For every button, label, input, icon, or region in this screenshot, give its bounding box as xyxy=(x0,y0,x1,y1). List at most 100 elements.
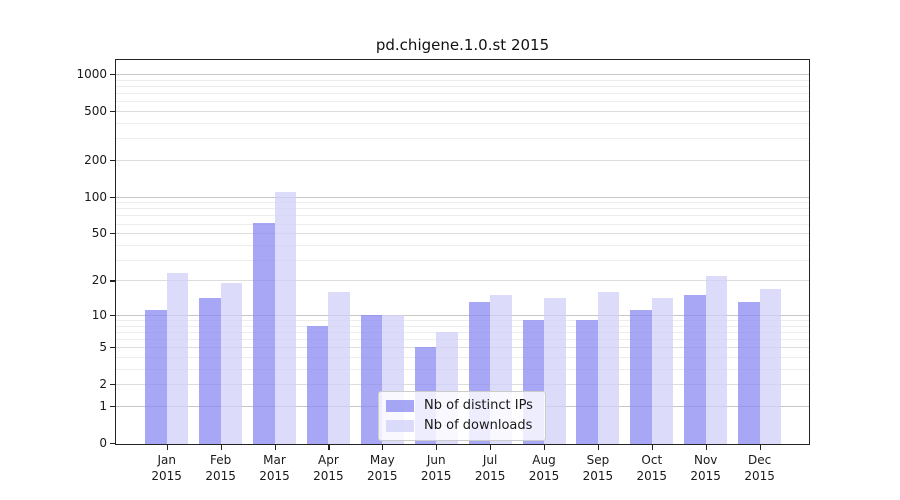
bar-downloads-sep xyxy=(597,291,620,445)
gridline-400 xyxy=(115,122,810,124)
plot-area: Nb of distinct IPs Nb of downloads xyxy=(115,59,810,445)
gridline-30 xyxy=(115,259,810,261)
bars-layer xyxy=(115,59,810,445)
x-tick-label-jan: Jan 2015 xyxy=(151,453,182,483)
gridline-900 xyxy=(115,79,810,81)
bar-distinct-ips-mar xyxy=(253,222,275,445)
gridline-100 xyxy=(115,196,810,198)
y-tick-20 xyxy=(110,280,115,282)
bar-downloads-feb xyxy=(220,283,243,445)
x-tick-aug xyxy=(544,445,546,450)
gridline-5 xyxy=(115,347,810,349)
gridline-2 xyxy=(115,384,810,386)
x-tick-oct xyxy=(651,445,653,450)
y-tick-2 xyxy=(110,384,115,386)
bar-distinct-ips-apr xyxy=(306,325,329,445)
y-tick-50 xyxy=(110,233,115,235)
gridline-10 xyxy=(115,315,810,316)
legend-label-distinct-ips: Nb of distinct IPs xyxy=(424,398,533,413)
gridline-1000 xyxy=(115,74,810,76)
bar-downloads-nov xyxy=(705,275,728,445)
grid-layer xyxy=(115,59,810,445)
bar-downloads-oct xyxy=(651,298,674,445)
gridline-300 xyxy=(115,138,810,140)
x-tick-label-sep: Sep 2015 xyxy=(582,453,614,483)
x-tick-label-jul: Jul 2015 xyxy=(474,453,506,483)
x-tick-apr xyxy=(328,445,330,450)
y-tick-100 xyxy=(110,196,115,198)
y-tick-label-50: 50 xyxy=(91,226,107,240)
bar-distinct-ips-sep xyxy=(576,320,598,445)
gridline-50 xyxy=(115,233,810,234)
bar-downloads-apr xyxy=(328,291,350,445)
x-tick-label-nov: Nov 2015 xyxy=(690,453,721,483)
y-tick-label-2: 2 xyxy=(99,377,107,392)
gridline-700 xyxy=(115,93,810,95)
y-tick-10 xyxy=(110,315,115,317)
x-tick-jul xyxy=(490,445,492,450)
y-tick-label-100: 100 xyxy=(84,189,107,204)
legend-item-distinct-ips: Nb of distinct IPs xyxy=(386,399,533,413)
y-tick-label-20: 20 xyxy=(91,273,107,288)
x-tick-sep xyxy=(597,445,600,450)
gridline-800 xyxy=(115,86,810,87)
legend-swatch-distinct-ips xyxy=(386,400,414,412)
gridline-6 xyxy=(115,339,810,341)
x-tick-may xyxy=(382,445,384,450)
gridline-20 xyxy=(115,280,810,282)
y-tick-0 xyxy=(110,443,115,445)
bar-distinct-ips-feb xyxy=(199,298,221,445)
gridline-60 xyxy=(115,223,810,225)
x-tick-label-aug: Aug 2015 xyxy=(528,453,560,483)
bar-distinct-ips-oct xyxy=(630,310,652,445)
legend: Nb of distinct IPs Nb of downloads xyxy=(378,391,546,441)
x-tick-label-jun: Jun 2015 xyxy=(420,453,452,483)
x-tick-label-may: May 2015 xyxy=(367,453,398,483)
bar-distinct-ips-dec xyxy=(738,302,760,445)
x-tick-jan xyxy=(166,445,168,450)
gridline-9 xyxy=(115,320,810,321)
bar-downloads-dec xyxy=(759,288,782,445)
gridline-7 xyxy=(115,332,810,333)
y-tick-label-1: 1 xyxy=(99,399,107,413)
legend-item-downloads: Nb of downloads xyxy=(386,419,533,433)
bar-distinct-ips-may xyxy=(360,315,383,445)
bar-distinct-ips-nov xyxy=(684,294,706,445)
gridline-8 xyxy=(115,325,810,327)
gridline-80 xyxy=(115,208,810,210)
plot-frame xyxy=(115,59,810,445)
gridline-90 xyxy=(115,202,810,204)
gridline-4 xyxy=(115,357,810,359)
y-tick-label-200: 200 xyxy=(84,152,107,167)
gridline-500 xyxy=(115,111,810,112)
y-tick-1000 xyxy=(110,74,115,76)
x-tick-dec xyxy=(759,445,761,450)
gridline-70 xyxy=(115,215,810,217)
y-tick-1 xyxy=(110,406,115,408)
x-tick-label-apr: Apr 2015 xyxy=(313,453,344,483)
legend-label-downloads: Nb of downloads xyxy=(424,418,533,433)
x-tick-mar xyxy=(274,445,276,450)
y-tick-label-500: 500 xyxy=(84,104,107,118)
x-tick-label-oct: Oct 2015 xyxy=(636,453,668,483)
x-tick-jun xyxy=(436,445,438,450)
gridline-200 xyxy=(115,159,810,161)
y-tick-200 xyxy=(110,159,115,161)
y-tick-500 xyxy=(110,111,115,113)
x-tick-label-mar: Mar 2015 xyxy=(259,453,290,483)
x-tick-nov xyxy=(705,445,707,450)
y-tick-label-10: 10 xyxy=(91,308,107,322)
bar-distinct-ips-jan xyxy=(145,310,167,445)
y-tick-label-1000: 1000 xyxy=(76,67,107,82)
gridline-600 xyxy=(115,101,810,103)
chart-title: pd.chigene.1.0.st 2015 xyxy=(375,36,550,54)
x-tick-label-feb: Feb 2015 xyxy=(205,453,236,483)
x-tick-feb xyxy=(220,445,222,450)
x-tick-label-dec: Dec 2015 xyxy=(744,453,775,483)
gridline-3 xyxy=(115,369,810,370)
bar-downloads-jan xyxy=(166,273,189,445)
bar-downloads-aug xyxy=(544,298,566,445)
